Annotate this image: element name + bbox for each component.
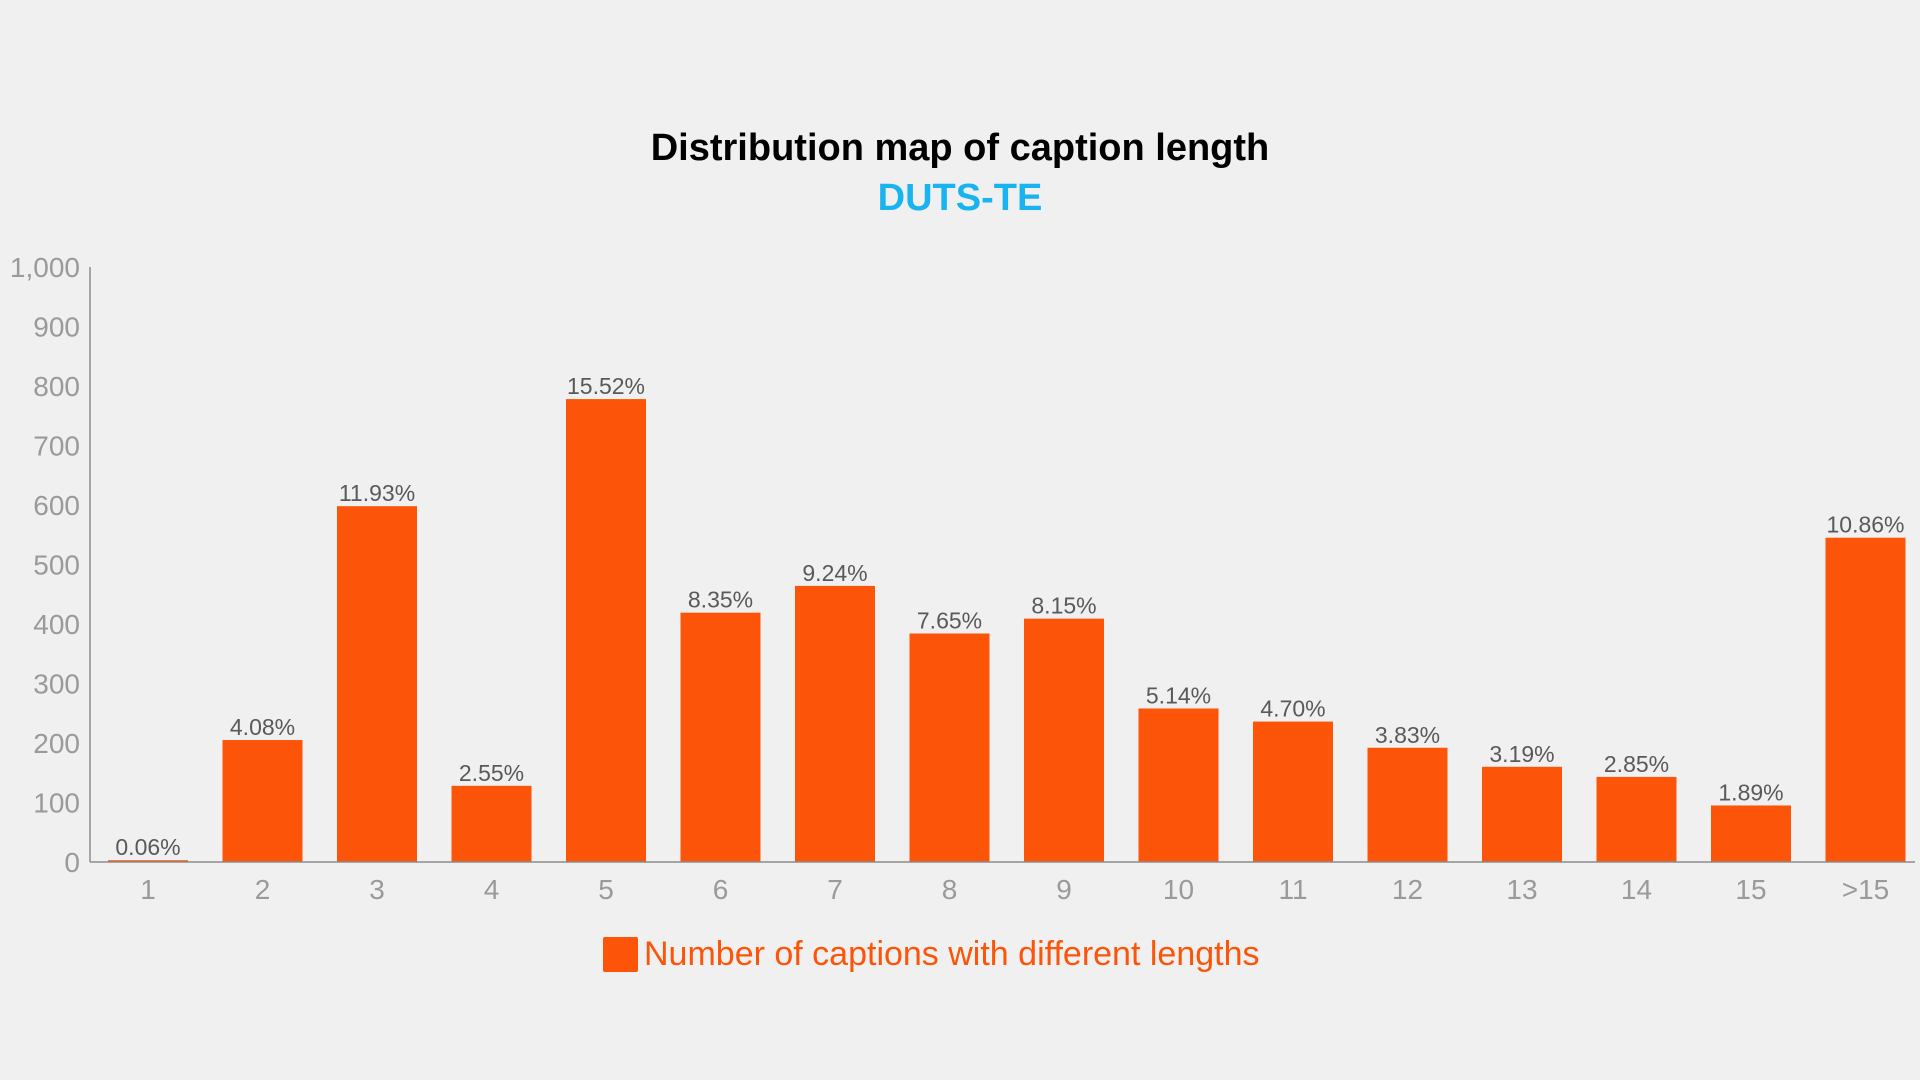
y-tick-label: 0	[64, 847, 80, 878]
x-axis-ticks: 1 2 3 4 5 6 7 8 9 10 11 12 13 14 15 >15	[140, 874, 1889, 905]
x-tick-label: 3	[369, 874, 385, 905]
bars-group	[108, 399, 1906, 862]
data-label: 1.89%	[1718, 779, 1783, 805]
x-tick-label: 8	[942, 874, 958, 905]
bar	[909, 633, 990, 862]
y-tick-label: 700	[33, 431, 80, 462]
x-tick-label: 5	[598, 874, 614, 905]
x-tick-label: 4	[484, 874, 500, 905]
legend: Number of captions with different length…	[603, 935, 1260, 973]
data-label: 7.65%	[917, 608, 982, 634]
y-axis-ticks: 0 100 200 300 400 500 600 700 800 900 1,000	[10, 252, 80, 878]
bar	[337, 506, 417, 862]
y-tick-label: 400	[33, 609, 80, 640]
data-label: 11.93%	[339, 480, 415, 506]
data-label: 4.08%	[230, 714, 295, 740]
data-label: 2.55%	[459, 760, 524, 786]
chart-title: Distribution map of caption length	[651, 127, 1270, 169]
data-label: 15.52%	[567, 373, 645, 399]
bar	[108, 860, 188, 862]
data-label: 3.83%	[1375, 722, 1440, 748]
x-tick-label: 7	[827, 874, 843, 905]
bar	[795, 585, 875, 862]
data-label: 5.14%	[1146, 682, 1211, 708]
bar	[1825, 537, 1906, 862]
y-tick-label: 100	[33, 788, 80, 819]
bar	[1138, 708, 1219, 862]
bar	[1024, 618, 1104, 862]
y-tick-label: 900	[33, 312, 80, 343]
bar	[451, 785, 532, 862]
bar	[1253, 721, 1333, 862]
data-label: 2.85%	[1604, 751, 1669, 777]
y-tick-label: 600	[33, 490, 80, 521]
x-tick-label: 10	[1163, 874, 1194, 905]
bar	[1711, 805, 1791, 862]
y-tick-label: 1,000	[10, 252, 80, 283]
data-label: 3.19%	[1489, 741, 1554, 767]
legend-label: Number of captions with different length…	[644, 935, 1260, 973]
y-tick-label: 800	[33, 371, 80, 402]
data-label: 8.15%	[1031, 593, 1096, 619]
x-tick-label: 12	[1392, 874, 1423, 905]
chart-subtitle: DUTS-TE	[878, 177, 1043, 219]
x-tick-label: 2	[255, 874, 271, 905]
x-tick-label: 9	[1056, 874, 1072, 905]
legend-swatch	[603, 937, 638, 972]
data-label: 9.24%	[802, 560, 867, 586]
bar	[1482, 766, 1562, 862]
data-label: 4.70%	[1260, 696, 1325, 722]
y-tick-label: 200	[33, 728, 80, 759]
bar	[1367, 747, 1448, 862]
bar	[566, 399, 646, 862]
x-tick-label: 6	[713, 874, 729, 905]
x-tick-label: 13	[1506, 874, 1537, 905]
bar	[222, 740, 303, 862]
x-tick-label: 14	[1621, 874, 1652, 905]
bar	[680, 612, 761, 862]
x-tick-label: >15	[1842, 874, 1890, 905]
x-tick-label: 15	[1735, 874, 1766, 905]
x-tick-label: 11	[1278, 874, 1307, 905]
bar	[1596, 776, 1677, 862]
data-label: 8.35%	[688, 587, 753, 613]
data-label: 0.06%	[115, 834, 180, 860]
data-label: 10.86%	[1826, 512, 1904, 538]
x-tick-label: 1	[140, 874, 156, 905]
data-labels-group: 0.06% 4.08% 11.93% 2.55% 15.52% 8.35% 9.24% 7.6…	[115, 373, 1904, 860]
y-tick-label: 300	[33, 669, 80, 700]
y-tick-label: 500	[33, 550, 80, 581]
